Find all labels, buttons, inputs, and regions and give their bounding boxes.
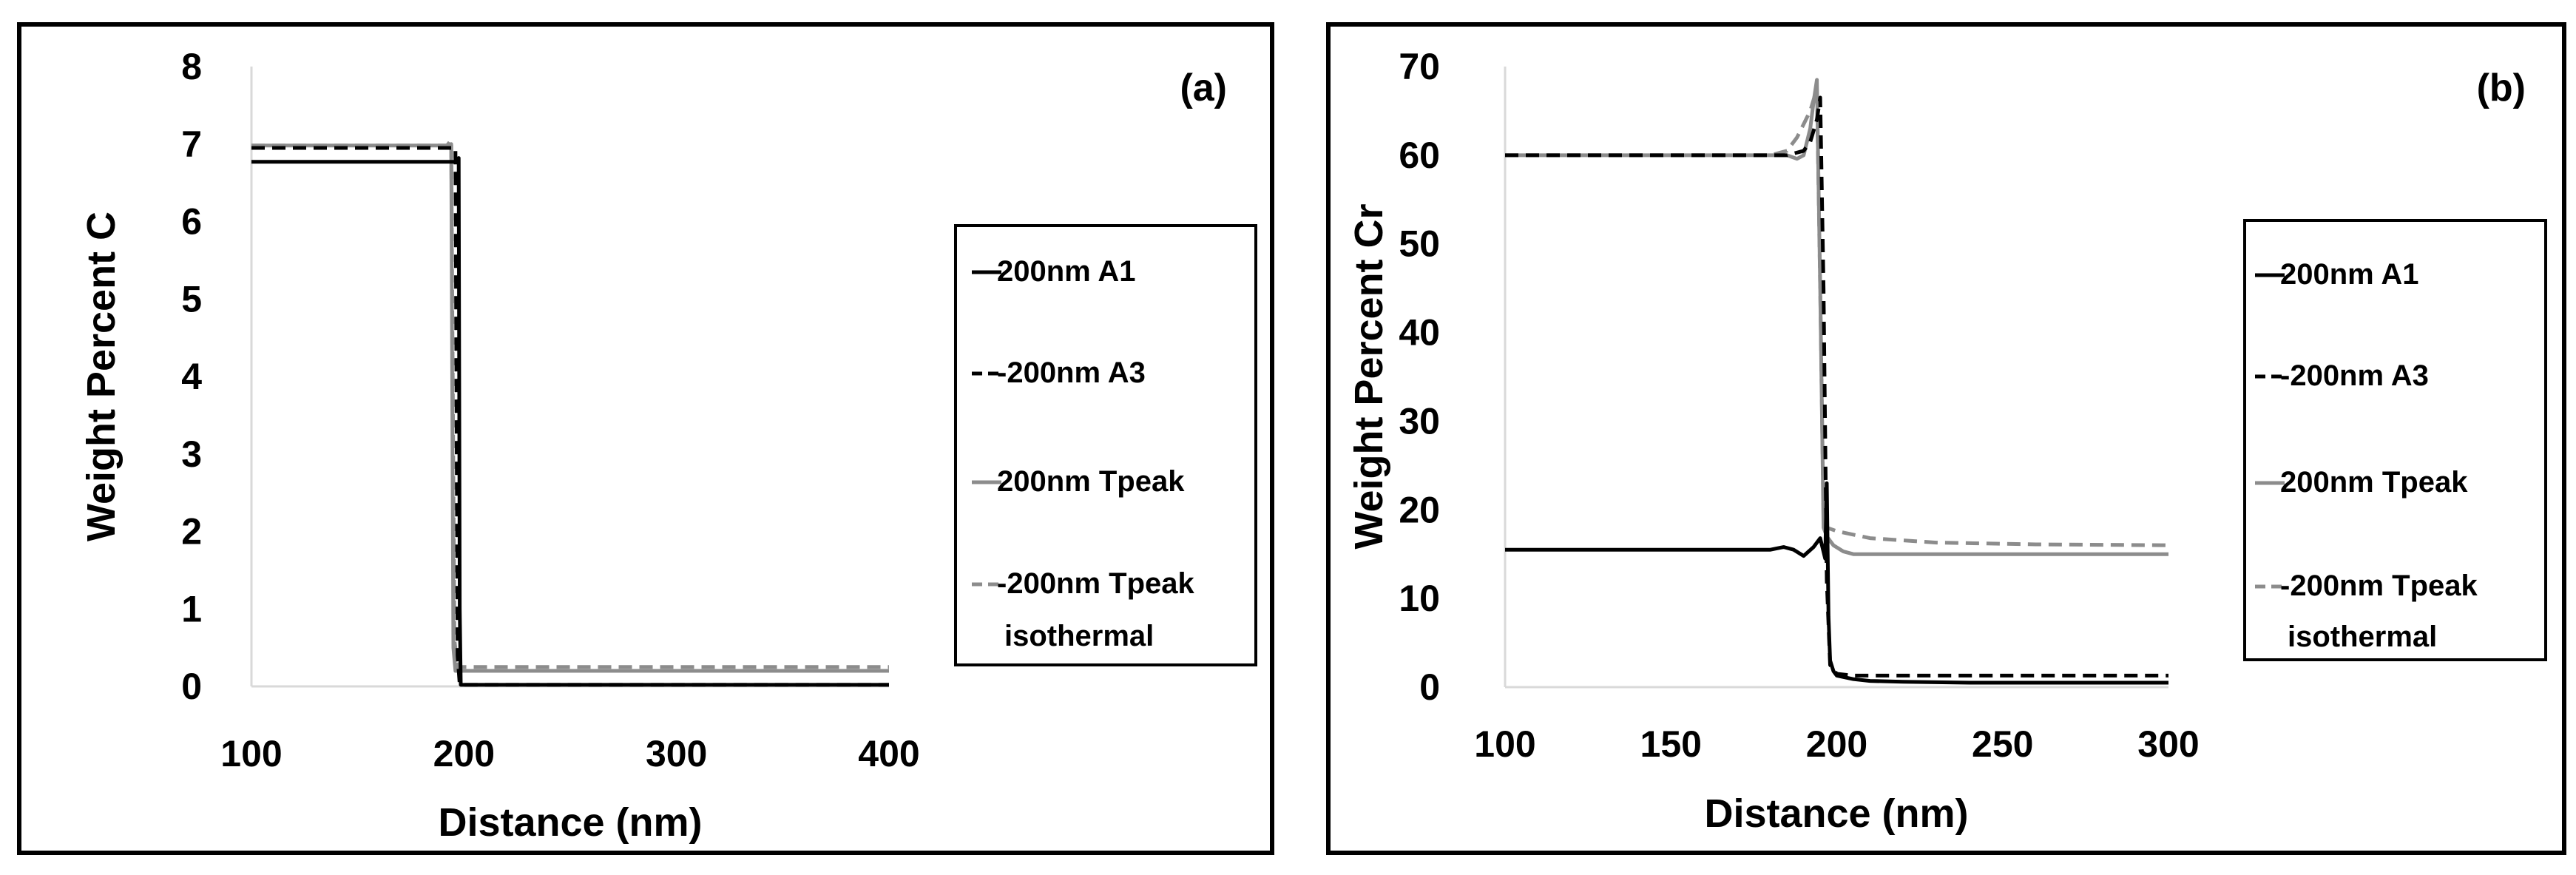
series-line	[1505, 481, 2168, 685]
y-tick-label: 20	[1399, 489, 1440, 530]
series-line	[1505, 78, 2168, 556]
y-tick-label: 6	[181, 201, 202, 243]
y-tick-label: 40	[1399, 312, 1440, 354]
legend: 200nm A1 -200nm A3 200nm Tpeak -200nm Tpeak…	[954, 224, 1257, 666]
y-tick-label: 8	[181, 46, 202, 87]
y-tick-label: 30	[1399, 400, 1440, 442]
legend-label: -200nm Tpeak	[997, 567, 1195, 600]
chart-b-svg: 0 10 20 30 40 50 60 70 100 150 200 250 300 Distance (…	[1347, 46, 2547, 836]
panel-label: (a)	[1180, 67, 1227, 109]
y-tick-label: 1	[181, 588, 202, 629]
legend: 200nm A1 -200nm A3 200nm Tpeak -200nm Tpeak…	[2243, 219, 2547, 661]
x-tick-label: 200	[433, 733, 495, 774]
x-axis-title: Distance (nm)	[1704, 791, 1968, 836]
x-tick-label: 100	[220, 733, 282, 774]
x-tick-label: 300	[2137, 723, 2199, 765]
chart-panel-b: 0 10 20 30 40 50 60 70 100 150 200 250 300 Distance (…	[1326, 22, 2566, 855]
series-line	[251, 156, 889, 687]
legend-label: 200nm A1	[997, 255, 1136, 288]
x-tick-label: 250	[1972, 723, 2033, 765]
legend-box	[2243, 219, 2547, 661]
x-tick-label: 400	[858, 733, 919, 774]
panel-label: (b)	[2477, 67, 2526, 109]
y-tick-label: 2	[181, 511, 202, 553]
y-tick-label: 5	[181, 278, 202, 320]
x-tick-label: 200	[1806, 723, 1867, 765]
x-tick-label: 150	[1640, 723, 1702, 765]
y-tick-label: 0	[181, 666, 202, 707]
y-tick-label: 50	[1399, 223, 1440, 265]
y-tick-label: 0	[1419, 666, 1440, 708]
y-tick-label: 4	[181, 356, 202, 397]
series-line	[251, 146, 889, 687]
y-tick-label: 70	[1399, 46, 1440, 87]
y-tick-label: 60	[1399, 135, 1440, 176]
x-tick-label: 100	[1474, 723, 1535, 765]
y-tick-label: 10	[1399, 578, 1440, 619]
y-axis-title: Weight Percent C	[79, 212, 124, 541]
series-line	[1505, 95, 2168, 678]
chart-a-svg: 0 1 2 3 4 5 6 7 8 100 200 300 400 Distance (nm) Weight…	[79, 46, 1257, 845]
x-tick-label: 300	[646, 733, 707, 774]
x-axis-title: Distance (nm)	[438, 800, 702, 845]
legend-label: 200nm Tpeak	[997, 465, 1185, 498]
legend-label: 200nm Tpeak	[2280, 466, 2468, 499]
chart-panel-a: 0 1 2 3 4 5 6 7 8 100 200 300 400 Distance (nm) Weight…	[17, 22, 1274, 855]
legend-label: isothermal	[1004, 620, 1154, 652]
legend-label: -200nm Tpeak	[2280, 570, 2478, 602]
legend-label: isothermal	[2288, 621, 2437, 653]
series-line	[251, 138, 889, 669]
legend-label: -200nm A3	[2280, 359, 2429, 392]
y-tick-label: 7	[181, 124, 202, 165]
legend-box	[954, 224, 1257, 666]
series-line	[251, 142, 889, 673]
legend-label: -200nm A3	[997, 357, 1146, 389]
y-axis-title: Weight Percent Cr	[1347, 203, 1391, 549]
legend-label: 200nm A1	[2280, 258, 2419, 291]
series-line	[1505, 87, 2169, 547]
y-tick-label: 3	[181, 433, 202, 475]
